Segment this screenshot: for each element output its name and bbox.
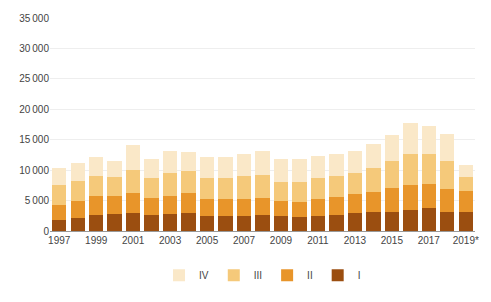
svg-text:2013: 2013 xyxy=(344,235,367,246)
svg-text:15 000: 15 000 xyxy=(19,134,49,145)
svg-text:2007: 2007 xyxy=(233,235,256,246)
svg-text:I: I xyxy=(358,270,361,281)
svg-text:2001: 2001 xyxy=(122,235,145,246)
svg-text:2009: 2009 xyxy=(270,235,293,246)
svg-text:0: 0 xyxy=(43,226,49,237)
svg-text:1997: 1997 xyxy=(48,235,71,246)
svg-text:2003: 2003 xyxy=(159,235,182,246)
svg-text:III: III xyxy=(254,270,262,281)
svg-text:IV: IV xyxy=(199,270,209,281)
svg-text:2011: 2011 xyxy=(307,235,329,246)
svg-text:20 000: 20 000 xyxy=(19,104,49,115)
svg-text:2017: 2017 xyxy=(418,235,441,246)
svg-text:II: II xyxy=(307,270,313,281)
svg-text:10 000: 10 000 xyxy=(19,165,49,176)
svg-text:5 000: 5 000 xyxy=(25,195,50,206)
svg-text:30 000: 30 000 xyxy=(19,43,49,54)
svg-text:2015: 2015 xyxy=(381,235,404,246)
svg-text:2005: 2005 xyxy=(196,235,219,246)
svg-text:35 000: 35 000 xyxy=(19,13,49,24)
svg-text:1999: 1999 xyxy=(85,235,108,246)
svg-text:25 000: 25 000 xyxy=(19,73,49,84)
svg-text:2019*: 2019* xyxy=(453,235,479,246)
